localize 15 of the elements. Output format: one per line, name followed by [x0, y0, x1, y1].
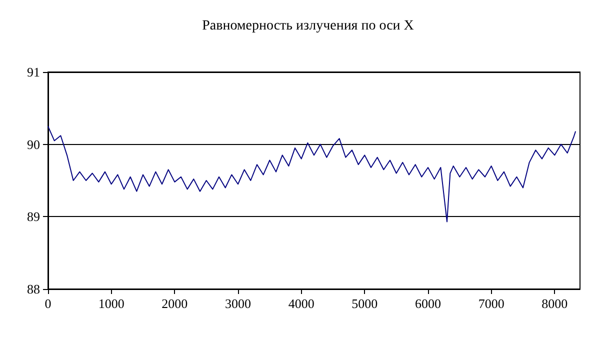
x-tick-label: 8000 [542, 296, 568, 311]
x-tick-label: 1000 [98, 296, 124, 311]
x-tick-label: 0 [44, 296, 52, 311]
x-tick-label: 4000 [288, 296, 314, 311]
y-tick-label: 88 [27, 282, 40, 296]
line-series [48, 126, 576, 222]
chart-title: Равномерность излучения по оси X [202, 18, 414, 34]
x-tick-label: 7000 [478, 296, 504, 311]
y-tick-label: 90 [27, 136, 40, 152]
y-tick-label: 89 [27, 209, 40, 224]
x-tick-label: 6000 [415, 296, 441, 311]
x-tick-label: 3000 [225, 296, 251, 311]
x-tick-label: 2000 [162, 296, 188, 311]
x-tick-label: 5000 [352, 296, 378, 311]
y-tick-label: 91 [27, 64, 40, 80]
